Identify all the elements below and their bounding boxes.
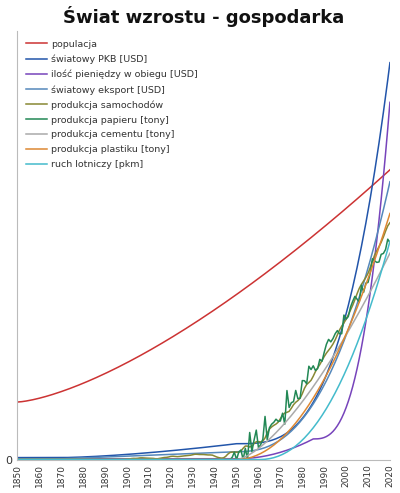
produkcja papieru [tony] [247,429,252,435]
produkcja papieru [tony] [83,457,88,462]
produkcja cementu [tony] [83,457,88,462]
Line: produkcja plastiku [tony]: produkcja plastiku [tony] [18,213,390,459]
populacja [83,380,88,386]
Title: Świat wzrostu - gospodarka: Świat wzrostu - gospodarka [63,5,344,27]
światowy PKB [USD] [276,435,280,441]
Legend: populacja, światowy PKB [USD], ilość pieniędzy w obiegu [USD], światowy eksport : populacja, światowy PKB [USD], ilość pie… [26,40,198,169]
produkcja papieru [tony] [388,240,392,246]
światowy PKB [USD] [388,60,392,66]
ilość pieniędzy w obiegu [USD] [388,100,392,106]
produkcja papieru [tony] [385,236,390,242]
światowy eksport [USD] [15,456,20,462]
produkcja cementu [tony] [330,354,335,360]
światowy PKB [USD] [15,455,20,460]
światowy PKB [USD] [330,354,335,360]
produkcja plastiku [tony] [83,457,88,462]
Line: światowy PKB [USD]: światowy PKB [USD] [18,63,390,458]
produkcja papieru [tony] [234,457,239,462]
produkcja papieru [tony] [330,336,335,342]
produkcja cementu [tony] [388,250,392,256]
populacja [234,291,239,297]
Line: populacja: populacja [18,170,390,402]
światowy eksport [USD] [330,364,335,370]
produkcja cementu [tony] [276,427,280,433]
produkcja samochodów [83,457,88,462]
Line: produkcja samochodów: produkcja samochodów [18,223,390,459]
światowy eksport [USD] [83,455,88,461]
produkcja cementu [tony] [15,457,20,462]
ruch lotniczy [pkm] [15,457,20,462]
ruch lotniczy [pkm] [330,394,335,400]
populacja [388,167,392,173]
produkcja plastiku [tony] [234,457,239,462]
światowy eksport [USD] [276,438,280,444]
produkcja plastiku [tony] [388,211,392,216]
populacja [247,282,252,288]
produkcja plastiku [tony] [348,321,353,327]
produkcja cementu [tony] [247,452,252,458]
produkcja papieru [tony] [276,419,280,424]
produkcja cementu [tony] [234,457,239,462]
populacja [330,216,335,222]
ilość pieniędzy w obiegu [USD] [348,391,353,397]
produkcja plastiku [tony] [15,457,20,462]
ilość pieniędzy w obiegu [USD] [234,456,239,462]
populacja [348,202,353,208]
światowy eksport [USD] [247,448,252,454]
produkcja cementu [tony] [348,324,353,330]
ruch lotniczy [pkm] [234,457,239,462]
produkcja samochodów [388,220,392,226]
populacja [15,399,20,405]
światowy PKB [USD] [234,441,239,447]
Line: produkcja cementu [tony]: produkcja cementu [tony] [18,253,390,459]
światowy PKB [USD] [247,441,252,447]
produkcja samochodów [247,444,252,450]
ilość pieniędzy w obiegu [USD] [247,455,252,461]
ruch lotniczy [pkm] [348,357,353,363]
Line: produkcja papieru [tony]: produkcja papieru [tony] [18,239,390,459]
ruch lotniczy [pkm] [247,457,252,462]
światowy PKB [USD] [348,293,353,299]
światowy eksport [USD] [348,320,353,326]
produkcja plastiku [tony] [276,438,280,444]
produkcja plastiku [tony] [247,455,252,461]
produkcja samochodów [234,449,239,455]
światowy eksport [USD] [388,179,392,185]
produkcja samochodów [276,419,280,425]
ilość pieniędzy w obiegu [USD] [15,456,20,462]
Line: światowy eksport [USD]: światowy eksport [USD] [18,182,390,459]
produkcja papieru [tony] [15,457,20,462]
ruch lotniczy [pkm] [276,453,280,459]
produkcja samochodów [15,457,20,462]
ilość pieniędzy w obiegu [USD] [330,428,335,434]
produkcja samochodów [348,307,353,313]
ilość pieniędzy w obiegu [USD] [276,450,280,456]
ruch lotniczy [pkm] [83,457,88,462]
Line: ruch lotniczy [pkm]: ruch lotniczy [pkm] [18,241,390,459]
ilość pieniędzy w obiegu [USD] [83,456,88,462]
produkcja papieru [tony] [348,304,353,310]
Line: ilość pieniędzy w obiegu [USD]: ilość pieniędzy w obiegu [USD] [18,103,390,459]
światowy PKB [USD] [83,454,88,460]
populacja [276,261,280,267]
produkcja samochodów [330,341,335,347]
światowy eksport [USD] [234,449,239,455]
produkcja plastiku [tony] [330,359,335,365]
ruch lotniczy [pkm] [388,238,392,244]
